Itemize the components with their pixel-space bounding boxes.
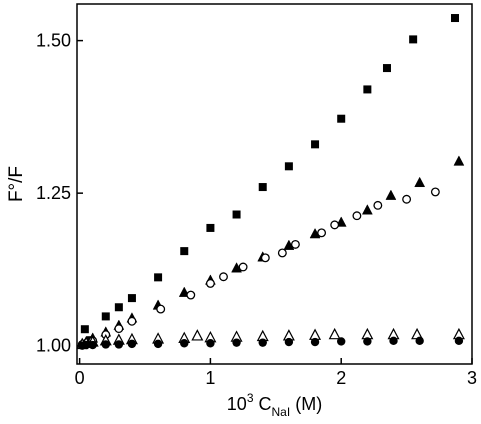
data-markers (76, 14, 465, 350)
x-tick-label: 0 (75, 368, 85, 388)
x-tick-label: 2 (336, 368, 346, 388)
data-point-circle-open (373, 200, 383, 210)
x-axis-title-subscript: NaI (272, 405, 291, 419)
data-point-square-filled (311, 140, 320, 149)
series-square-filled (80, 14, 459, 345)
data-point-square-filled (114, 303, 123, 312)
data-point-circle-filled (180, 339, 189, 348)
data-point-circle-open (330, 220, 340, 230)
data-point-circle-filled (337, 337, 346, 346)
y-axis-title: F°/F (6, 166, 27, 202)
data-point-circle-open (317, 228, 327, 238)
data-point-circle-open (260, 253, 270, 263)
y-axis: 1.00 1.25 1.50 (36, 31, 83, 356)
data-point-circle-filled (389, 336, 398, 346)
data-point-circle-filled (114, 340, 124, 349)
x-axis-title-prefix: 10 (227, 394, 247, 414)
data-point-square-filled (101, 312, 110, 321)
data-point-square-filled (206, 223, 215, 232)
data-point-circle-filled (101, 340, 110, 349)
x-axis-title-main: C (254, 394, 272, 414)
data-point-circle-open (238, 262, 248, 272)
data-point-circle-open (219, 272, 228, 282)
data-point-circle-filled (415, 336, 424, 346)
data-point-circle-open (402, 194, 412, 204)
data-point-square-filled (382, 64, 391, 73)
data-point-square-filled (363, 85, 372, 94)
data-point-circle-open (114, 324, 124, 334)
x-axis-title-unit: (M) (290, 394, 322, 414)
data-point-circle-filled (258, 338, 267, 347)
x-axis-title: 103 CNaI (M) (227, 391, 322, 419)
data-point-triangle-filled (453, 155, 465, 166)
y-tick-label: 1.00 (36, 336, 71, 356)
x-tick-label: 3 (467, 368, 477, 388)
x-axis-title-superscript: 3 (247, 391, 254, 405)
data-point-circle-open (430, 187, 440, 197)
data-point-circle-filled (127, 339, 137, 349)
data-point-square-filled (180, 247, 189, 256)
x-tick-label: 1 (205, 368, 215, 388)
data-point-circle-filled (153, 339, 163, 349)
data-point-circle-open (352, 211, 362, 221)
data-point-circle-filled (232, 338, 241, 347)
data-point-circle-open (205, 279, 215, 288)
data-point-circle-filled (363, 337, 372, 346)
data-point-square-filled (450, 14, 459, 23)
data-point-circle-open (290, 239, 300, 249)
y-tick-label: 1.50 (36, 31, 71, 51)
data-point-circle-open (156, 304, 166, 314)
x-axis: 0 1 2 3 (75, 358, 477, 388)
data-point-circle-open (186, 290, 196, 300)
data-point-square-filled (284, 162, 293, 171)
data-point-circle-filled (81, 340, 91, 350)
series-circle-filled (78, 336, 464, 350)
data-point-circle-filled (310, 337, 320, 347)
data-point-triangle-filled (385, 189, 397, 200)
data-point-square-filled (127, 294, 136, 303)
data-point-square-filled (232, 210, 241, 219)
data-point-triangle-open (191, 329, 204, 341)
data-point-square-filled (154, 273, 163, 282)
data-point-circle-filled (284, 337, 294, 347)
data-point-circle-open (127, 316, 137, 326)
plot-frame (76, 3, 473, 365)
data-point-square-filled (409, 35, 418, 44)
data-point-square-filled (337, 114, 346, 123)
data-point-circle-filled (206, 339, 215, 348)
data-point-circle-open (277, 248, 287, 258)
data-point-triangle-filled (361, 204, 373, 215)
data-point-circle-filled (88, 340, 97, 350)
y-tick-label: 1.25 (36, 183, 71, 203)
data-point-circle-filled (454, 336, 464, 346)
data-point-triangle-open (328, 327, 341, 340)
data-point-square-filled (258, 183, 267, 192)
plot-area (76, 3, 473, 365)
data-point-square-filled (80, 325, 89, 334)
data-point-triangle-filled (414, 176, 426, 188)
